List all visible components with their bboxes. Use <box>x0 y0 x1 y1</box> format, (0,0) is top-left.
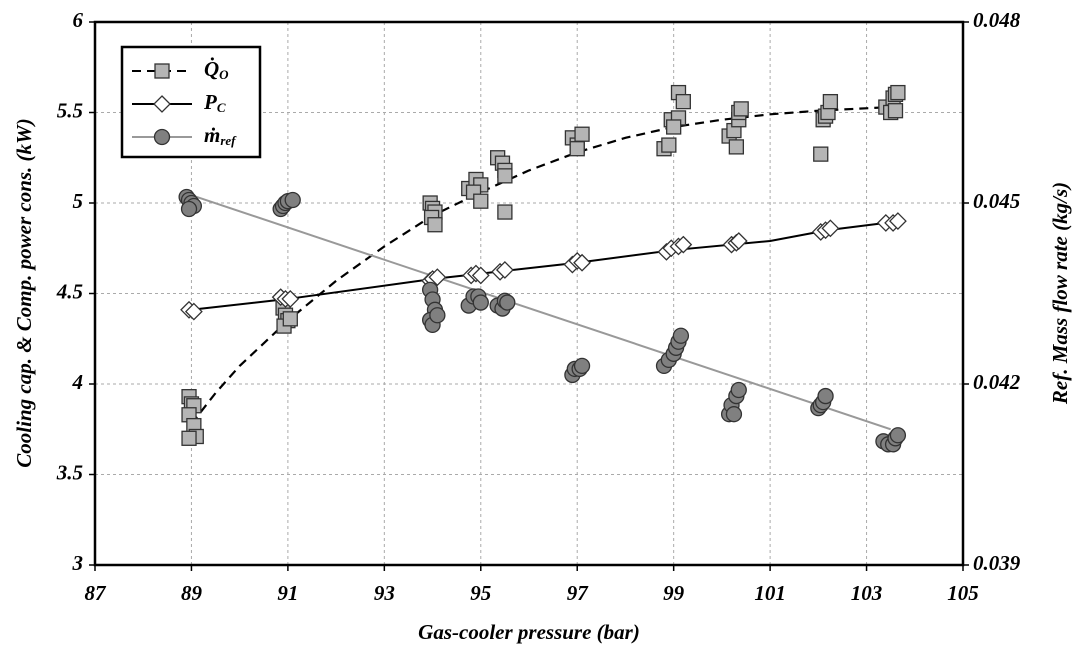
x-tick-label: 93 <box>374 581 395 605</box>
marker <box>472 294 489 311</box>
marker <box>675 93 691 110</box>
y2-tick-label: 0.042 <box>973 370 1021 394</box>
marker <box>184 302 203 321</box>
fit-line <box>191 194 891 431</box>
x-tick-label: 95 <box>470 581 491 605</box>
y-tick-label: 5 <box>73 189 84 213</box>
marker <box>429 307 446 324</box>
y-axis-title: Cooling cap. & Comp. power cons. (kW) <box>12 118 36 467</box>
marker <box>427 217 443 233</box>
fit-line <box>190 105 891 425</box>
legend-name: Q̇ <box>204 56 219 80</box>
x-tick-label: 105 <box>947 581 979 605</box>
marker <box>661 137 677 153</box>
legend-box <box>120 45 262 159</box>
marker <box>573 357 591 375</box>
y2-tick-label: 0.045 <box>973 189 1020 213</box>
marker <box>672 327 690 344</box>
marker <box>888 212 907 231</box>
marker <box>890 84 906 101</box>
legend-marker <box>154 63 170 79</box>
y-tick-label: 5.5 <box>57 98 83 122</box>
y-tick-label: 4.5 <box>56 279 83 303</box>
marker <box>821 219 840 238</box>
marker <box>887 103 904 119</box>
marker <box>666 119 682 135</box>
y2-axis-title: Ref. Mass flow rate (kg/s) <box>1048 182 1072 405</box>
marker <box>733 101 749 117</box>
y-tick-label: 3 <box>72 551 84 575</box>
plot-border <box>93 20 965 567</box>
x-axis-title: Gas-cooler pressure (bar) <box>418 620 640 644</box>
marker <box>725 406 743 423</box>
marker <box>729 232 748 250</box>
y-tick-label: 6 <box>73 8 84 32</box>
marker <box>573 253 591 272</box>
marker <box>180 200 198 218</box>
legend-subscript: C <box>217 100 226 115</box>
marker <box>282 311 298 327</box>
marker <box>674 235 693 254</box>
x-tick-label: 101 <box>754 581 786 605</box>
marker <box>473 193 489 209</box>
legend-marker <box>153 95 171 113</box>
x-tick-label: 99 <box>663 581 685 605</box>
y-tick-label: 4 <box>72 370 84 394</box>
marker <box>495 261 514 279</box>
legend-name: P <box>203 90 217 114</box>
legend-subscript: ref <box>220 133 237 148</box>
y2-tick-label: 0.048 <box>973 8 1021 32</box>
marker <box>499 294 516 311</box>
marker <box>822 93 839 110</box>
marker <box>281 290 300 308</box>
marker <box>497 204 513 220</box>
x-tick-label: 103 <box>851 581 883 605</box>
marker <box>730 381 747 399</box>
marker <box>284 191 301 209</box>
legend-label: PC <box>203 90 226 115</box>
legend-label: ṁref <box>204 123 237 148</box>
marker <box>728 139 745 155</box>
marker <box>428 268 447 287</box>
marker <box>471 266 490 285</box>
marker <box>813 146 829 162</box>
legend-subscript: O <box>219 67 229 82</box>
marker <box>569 141 585 157</box>
marker <box>574 126 590 142</box>
marker <box>181 430 197 446</box>
x-tick-label: 87 <box>85 581 108 605</box>
marker <box>497 168 513 184</box>
x-tick-label: 97 <box>567 581 590 605</box>
legend-label: Q̇O <box>204 56 229 82</box>
legend-marker <box>153 128 171 146</box>
marker <box>889 427 907 444</box>
x-tick-label: 89 <box>181 581 203 605</box>
y2-tick-label: 0.039 <box>973 551 1021 575</box>
x-tick-label: 91 <box>277 581 298 605</box>
legend-name: ṁ <box>204 123 220 147</box>
marker <box>817 387 834 405</box>
y-tick-label: 3.5 <box>56 460 83 484</box>
